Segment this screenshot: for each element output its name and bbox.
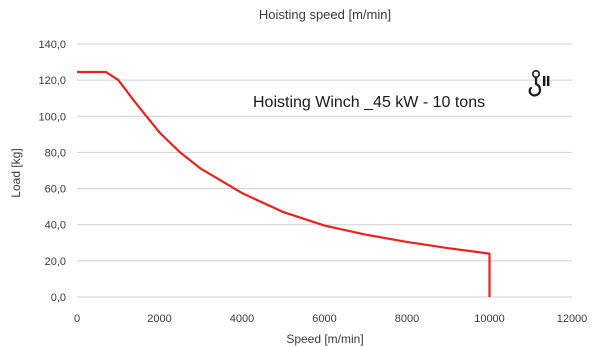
series-layer: [77, 70, 491, 297]
x-tick-label: 8000: [395, 313, 419, 325]
y-tick-label: 20,0: [45, 256, 66, 268]
hook-icon: [528, 69, 550, 97]
y-tick-label: 40,0: [45, 220, 66, 232]
annotation-label: Hoisting Winch _45 kW - 10 tons: [253, 94, 485, 111]
x-tick-label: 12000: [557, 313, 588, 325]
series-line: [77, 70, 491, 297]
x-tick-label: 0: [74, 313, 80, 325]
x-tick-label: 2000: [147, 313, 171, 325]
y-tick-label: 80,0: [45, 147, 66, 159]
gridlines: [77, 43, 572, 298]
y-tick-label: 60,0: [45, 184, 66, 196]
y-axis: 0,0 20,0 40,0 60,0 80,0 100,0 120,0 140,0: [38, 39, 66, 304]
x-tick-label: 10000: [474, 313, 505, 325]
y-tick-label: 140,0: [38, 39, 66, 51]
y-tick-label: 0,0: [51, 292, 66, 304]
x-axis: 0 2000 4000 6000 8000 10000 12000: [74, 313, 587, 325]
y-tick-label: 100,0: [38, 111, 66, 123]
y-axis-title: Load [kg]: [9, 148, 23, 197]
x-axis-title: Speed [m/min]: [286, 332, 363, 346]
x-tick-label: 4000: [230, 313, 254, 325]
y-tick-label: 120,0: [38, 75, 66, 87]
chart-title: Hoisting speed [m/min]: [259, 7, 391, 22]
x-tick-label: 6000: [312, 313, 336, 325]
